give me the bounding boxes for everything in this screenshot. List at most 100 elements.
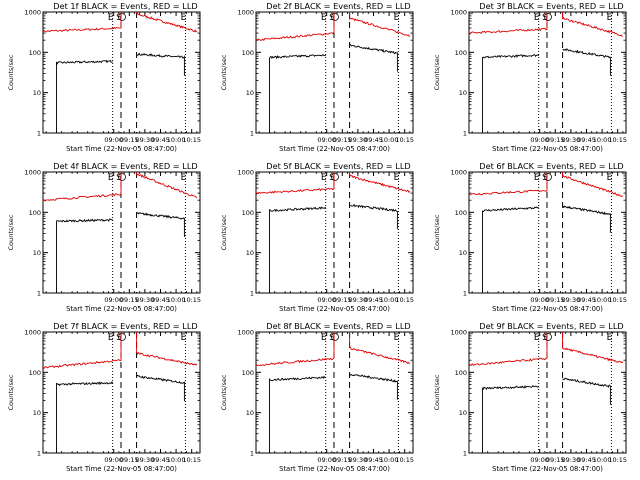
y-axis-label: Counts/sec [433,374,441,410]
lld-series-line [468,12,623,37]
x-tick-label: 09:00 [317,456,336,464]
y-axis-label: Counts/sec [433,54,441,90]
chart-title: Det 8f BLACK = Events, RED = LLD [266,321,410,331]
y-tick-label: 1 [250,130,254,138]
x-tick-label: 09:45 [364,296,383,304]
y-tick-label: 1000 [24,9,41,17]
detector-panel-6: Det 6f BLACK = Events, RED = LLD 1 10 100 10… [433,161,627,313]
x-tick-label: 09:30 [136,296,155,304]
chart-title: Det 6f BLACK = Events, RED = LLD [479,161,623,171]
y-tick-label: 10 [33,409,41,417]
x-tick-label: 10:15 [182,296,201,304]
x-tick-label: 09:30 [349,136,368,144]
chart-title: Det 7f BLACK = Events, RED = LLD [53,321,197,331]
saa-marker: S [329,173,335,183]
saa-marker: S [329,13,335,23]
x-tick-label: 09:30 [562,456,581,464]
x-tick-label: 09:15 [546,456,565,464]
lld-series-line [42,172,198,202]
y-axis-label: Counts/sec [220,374,228,410]
y-axis-label: Counts/sec [220,214,228,250]
detector-panel-9: Det 9f BLACK = Events, RED = LLD 1 10 100 10… [433,321,627,473]
chart-title: Det 4f BLACK = Events, RED = LLD [53,161,197,171]
eclipse-marker: E [108,173,114,183]
y-tick-label: 10 [459,249,467,257]
x-tick-label: 10:15 [608,296,627,304]
x-tick-label: 09:45 [151,296,170,304]
chart-title: Det 3f BLACK = Events, RED = LLD [479,1,623,11]
eclipse-marker: E [534,333,540,343]
plot-frame [255,331,414,454]
events-series-line [269,204,398,293]
x-tick-label: 09:00 [317,136,336,144]
detector-panel-3: Det 3f BLACK = Events, RED = LLD 1 10 100 10… [433,1,627,153]
events-series-line [269,43,398,133]
y-tick-label: 10 [459,409,467,417]
y-tick-label: 10 [246,89,254,97]
y-tick-label: 1000 [450,169,467,177]
x-axis-label: Start Time (22-Nov-05 08:47:00) [66,145,177,153]
eclipse-marker: E [321,13,327,23]
y-tick-label: 1 [37,130,41,138]
saa-marker-ring [544,173,552,181]
x-axis-label: Start Time (22-Nov-05 08:47:00) [492,305,603,313]
y-tick-label: 1000 [237,9,254,17]
saa-marker: S [542,173,548,183]
x-tick-label: 10:15 [395,456,414,464]
plot-frame [42,331,201,454]
plot-frame [255,171,414,294]
y-tick-label: 10 [459,89,467,97]
y-tick-label: 1 [37,450,41,458]
x-tick-label: 09:30 [562,136,581,144]
x-tick-label: 10:15 [182,456,201,464]
x-tick-label: 09:45 [151,136,170,144]
saa-marker-ring [118,13,126,21]
y-tick-label: 1000 [24,329,41,337]
y-tick-label: 1000 [237,329,254,337]
events-series-line [482,205,611,293]
detector-panel-8: Det 8f BLACK = Events, RED = LLD 1 10 100 10… [220,321,414,473]
x-tick-label: 09:15 [120,456,139,464]
y-tick-label: 10 [33,249,41,257]
detector-panel-5: Det 5f BLACK = Events, RED = LLD 1 10 100 10… [220,161,414,313]
x-axis-label: Start Time (22-Nov-05 08:47:00) [279,145,390,153]
y-tick-label: 1 [37,290,41,298]
x-tick-label: 09:15 [333,456,352,464]
x-axis-label: Start Time (22-Nov-05 08:47:00) [492,465,603,473]
y-axis-label: Counts/sec [7,374,15,410]
x-tick-label: 10:00 [380,136,399,144]
x-tick-label: 09:00 [530,456,549,464]
x-tick-label: 09:45 [577,136,596,144]
x-axis-label: Start Time (22-Nov-05 08:47:00) [66,305,177,313]
y-axis-label: Counts/sec [7,54,15,90]
x-tick-label: 10:00 [593,296,612,304]
x-tick-label: 10:00 [593,136,612,144]
events-series-line [482,48,611,133]
chart-title: Det 5f BLACK = Events, RED = LLD [266,161,410,171]
x-tick-label: 10:15 [395,296,414,304]
y-axis-label: Counts/sec [220,54,228,90]
eclipse-marker: E [321,173,327,183]
eclipse-marker: E [181,333,187,343]
eclipse-marker: E [108,333,114,343]
x-tick-label: 09:45 [151,456,170,464]
eclipse-marker: E [607,173,613,183]
x-tick-label: 10:15 [395,136,414,144]
y-axis-label: Counts/sec [7,214,15,250]
x-tick-label: 09:30 [349,456,368,464]
eclipse-marker: E [394,173,400,183]
saa-marker: S [329,333,335,343]
x-tick-label: 09:00 [104,456,123,464]
eclipse-marker: E [607,13,613,23]
y-tick-label: 100 [455,209,467,217]
lld-series-line [255,172,411,195]
saa-marker-ring [118,333,126,341]
y-tick-label: 100 [242,369,254,377]
x-tick-label: 09:15 [333,136,352,144]
saa-marker: S [542,13,548,23]
y-tick-label: 10 [246,249,254,257]
x-tick-label: 10:15 [608,456,627,464]
eclipse-marker: E [534,173,540,183]
x-tick-label: 10:00 [593,456,612,464]
